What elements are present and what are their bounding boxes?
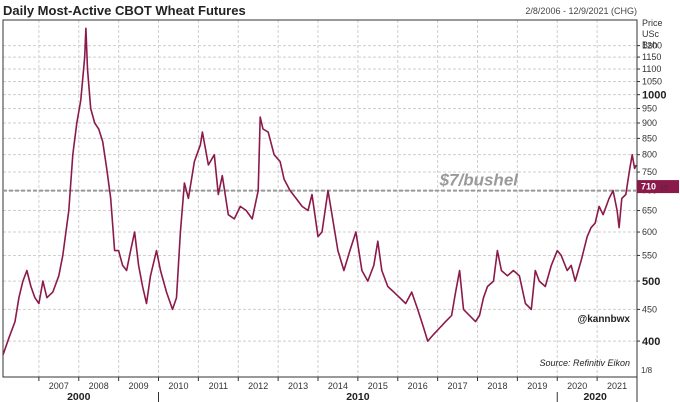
- decade-labels: 2000 2010 2020: [67, 391, 607, 402]
- gridlines: [3, 20, 640, 377]
- y-tick-label: 550: [642, 250, 657, 260]
- y-tick-label: 1000: [642, 90, 666, 102]
- last-value-label: 710: [641, 182, 656, 192]
- y-tick-label: 1050: [642, 77, 662, 87]
- x-tick-label: 2021: [607, 381, 627, 391]
- y-tick-label: 1100: [642, 64, 661, 74]
- x-tick-label: 2016: [408, 381, 428, 391]
- x-tick-label: 2015: [368, 381, 388, 391]
- y-unit-line: Bsh: [642, 40, 658, 50]
- x-tick-label: 2017: [448, 381, 468, 391]
- last-value-box: [637, 180, 679, 194]
- y-tick-label: 1200: [642, 41, 662, 51]
- decade-label: 2010: [346, 391, 370, 402]
- last-value-fraction: 1/2: [660, 186, 669, 192]
- plot-frame: [2, 19, 638, 378]
- x-tick-label: 2018: [487, 381, 507, 391]
- x-tick-label: 2020: [567, 381, 587, 391]
- chart-title: Daily Most-Active CBOT Wheat Futures: [3, 3, 246, 18]
- price-series-line: [2, 27, 637, 356]
- x-tick-label: 2019: [527, 381, 547, 391]
- y-tick-label: 450: [642, 304, 657, 314]
- x-axis-tick-labels: 2007 2008 2009 2010 2011 2012 2013 2014 2015 2016…: [49, 381, 627, 391]
- y-tick-label: 500: [642, 276, 660, 288]
- y-tick-label: 400: [642, 336, 660, 348]
- scale-label: 1/8: [641, 366, 653, 375]
- y-tick-label: 950: [642, 103, 657, 113]
- last-value-marker: 710 1/2: [637, 180, 679, 194]
- date-range-label: 2/8/2006 - 12/9/2021 (CHG): [525, 6, 637, 16]
- y-unit-line: USc: [642, 29, 660, 39]
- y-unit-line: Price: [642, 18, 663, 28]
- x-tick-label: 2009: [129, 381, 149, 391]
- x-tick-label: 2014: [328, 381, 348, 391]
- x-axis-ticks: [38, 377, 598, 381]
- x-tick-label: 2007: [49, 381, 69, 391]
- x-tick-label: 2010: [168, 381, 188, 391]
- y-tick-label: 800: [642, 150, 657, 160]
- y-tick-label: 850: [642, 133, 657, 143]
- y-tick-label: 900: [642, 118, 657, 128]
- reference-line-label: $7/bushel: [439, 171, 520, 190]
- x-tick-label: 2008: [89, 381, 109, 391]
- source-note: Source: Refinitiv Eikon: [539, 358, 630, 368]
- x-tick-label: 2012: [248, 381, 268, 391]
- y-tick-label: 1150: [642, 52, 661, 62]
- author-handle: @kannbwx: [577, 314, 630, 325]
- decade-label: 2000: [67, 391, 91, 402]
- y-tick-label: 750: [642, 167, 657, 177]
- x-tick-label: 2011: [209, 381, 228, 391]
- decade-label: 2020: [583, 391, 607, 402]
- y-tick-label: 650: [642, 206, 657, 216]
- x-tick-label: 2013: [288, 381, 308, 391]
- y-tick-label: 600: [642, 227, 657, 237]
- y-axis-tick-labels: 4004505005506006507007508008509009501000…: [642, 41, 666, 348]
